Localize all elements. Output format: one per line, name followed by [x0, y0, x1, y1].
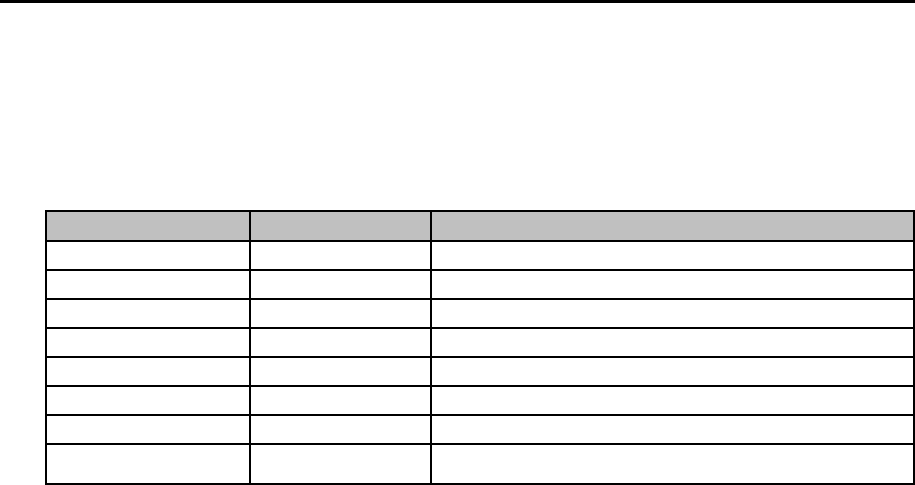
table-cell [430, 240, 915, 271]
table-row [45, 356, 915, 387]
table-cell [45, 443, 251, 485]
table-cell [249, 356, 432, 387]
table-cell [430, 414, 915, 445]
table-cell [249, 414, 432, 445]
table-cell [45, 269, 251, 300]
table-row [45, 298, 915, 329]
header-cell [249, 210, 432, 242]
table-row [45, 385, 915, 416]
table-header [45, 210, 915, 242]
table-cell [249, 327, 432, 358]
empty-data-table [45, 210, 915, 485]
header-cell [45, 210, 251, 242]
table-cell [45, 240, 251, 271]
table-cell [45, 356, 251, 387]
table-container [45, 210, 915, 485]
table-cell [430, 327, 915, 358]
table-cell [45, 385, 251, 416]
table-cell [249, 269, 432, 300]
header-cell [430, 210, 915, 242]
table-row [45, 327, 915, 358]
table-cell [45, 298, 251, 329]
top-edge-bar [0, 0, 915, 3]
table-row [45, 414, 915, 445]
table-cell [430, 269, 915, 300]
table-cell [45, 414, 251, 445]
table-header-row [45, 210, 915, 242]
table-row [45, 269, 915, 300]
table-cell [249, 240, 432, 271]
table-cell [430, 385, 915, 416]
table-cell [249, 298, 432, 329]
table-cell [430, 356, 915, 387]
table-cell [45, 327, 251, 358]
table-cell [430, 443, 915, 485]
table-cell [249, 385, 432, 416]
table-row [45, 443, 915, 485]
table-cell [430, 298, 915, 329]
table-row [45, 240, 915, 271]
table-body [45, 240, 915, 485]
table-cell [249, 443, 432, 485]
